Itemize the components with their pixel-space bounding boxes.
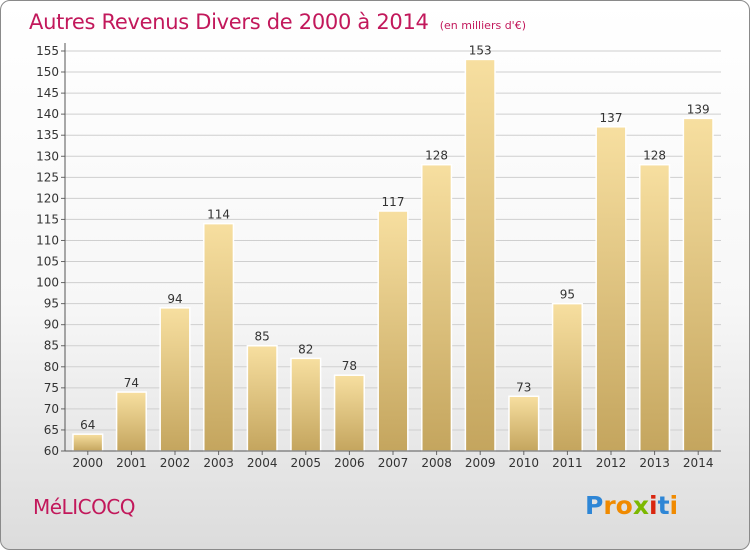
x-tick-label: 2013: [639, 456, 670, 470]
x-tick-label: 2000: [73, 456, 104, 470]
y-tick-label: 60: [44, 444, 59, 458]
chart-title-block: Autres Revenus Divers de 2000 à 2014 (en…: [29, 10, 526, 34]
data-label: 85: [255, 330, 270, 344]
logo-letter: o: [615, 491, 633, 520]
data-label: 128: [425, 149, 448, 163]
data-label: 117: [382, 195, 405, 209]
data-label: 94: [167, 292, 182, 306]
data-label: 78: [342, 359, 357, 373]
bar: [682, 117, 714, 452]
bar: [203, 222, 235, 452]
logo-letter: i: [649, 491, 658, 520]
logo-letter: i: [669, 491, 679, 520]
y-tick-label: 65: [44, 423, 59, 437]
y-tick-label: 155: [36, 44, 59, 58]
y-tick-label: 125: [36, 170, 59, 184]
chart-subtitle: (en milliers d'€): [439, 19, 526, 32]
bar: [551, 302, 583, 452]
bar: [508, 395, 540, 452]
logo-letter: P: [585, 491, 604, 520]
y-tick-label: 115: [36, 212, 59, 226]
y-tick-label: 85: [44, 339, 59, 353]
data-label: 128: [643, 149, 666, 163]
x-tick-label: 2006: [334, 456, 365, 470]
y-tick-label: 95: [44, 297, 59, 311]
x-tick-label: 2005: [291, 456, 322, 470]
y-tick-label: 130: [36, 149, 59, 163]
bar: [290, 357, 322, 452]
logo-letter: t: [657, 491, 670, 520]
proxiti-logo: Proxiti: [585, 491, 678, 520]
data-label: 139: [687, 102, 710, 116]
x-tick-label: 2007: [378, 456, 409, 470]
axes: [61, 43, 721, 455]
bar: [377, 210, 409, 452]
y-tick-label: 135: [36, 128, 59, 142]
y-tick-label: 100: [36, 276, 59, 290]
logo-letter: r: [603, 491, 616, 520]
labels: 60 65 70 75 80 85 90 95 100 105 110 115 120 125 130 135…: [36, 43, 713, 470]
y-tick-label: 90: [44, 318, 59, 332]
data-label: 82: [298, 342, 313, 356]
logo-letter: x: [632, 491, 649, 520]
x-tick-label: 2002: [160, 456, 191, 470]
x-tick-label: 2003: [203, 456, 234, 470]
y-tick-label: 145: [36, 86, 59, 100]
bar: [246, 344, 278, 452]
data-label: 64: [80, 418, 95, 432]
bar: [464, 58, 496, 452]
bar: [333, 374, 365, 452]
data-label: 74: [124, 376, 139, 390]
x-tick-label: 2012: [596, 456, 627, 470]
bar: [72, 433, 104, 452]
y-tick-label: 80: [44, 360, 59, 374]
data-label: 153: [469, 43, 492, 57]
bar: [159, 307, 191, 452]
y-tick-label: 140: [36, 107, 59, 121]
bar: [639, 163, 671, 452]
bar: [421, 163, 453, 452]
data-label: 114: [207, 208, 230, 222]
x-tick-label: 2011: [552, 456, 583, 470]
y-tick-label: 150: [36, 65, 59, 79]
bar: [115, 391, 147, 452]
x-tick-label: 2009: [465, 456, 496, 470]
x-tick-label: 2014: [683, 456, 714, 470]
x-tick-label: 2001: [116, 456, 147, 470]
commune-name: MéLICOCQ: [33, 495, 136, 519]
y-tick-label: 75: [44, 381, 59, 395]
y-tick-label: 110: [36, 233, 59, 247]
data-label: 95: [560, 288, 575, 302]
y-tick-label: 120: [36, 191, 59, 205]
chart-title: Autres Revenus Divers de 2000 à 2014: [29, 10, 429, 34]
bars: [72, 58, 714, 452]
data-label: 73: [516, 380, 531, 394]
x-tick-label: 2004: [247, 456, 278, 470]
x-tick-label: 2008: [421, 456, 452, 470]
y-tick-label: 70: [44, 402, 59, 416]
x-tick-label: 2010: [509, 456, 540, 470]
data-label: 137: [600, 111, 623, 125]
y-tick-label: 105: [36, 255, 59, 269]
bar: [595, 126, 627, 452]
